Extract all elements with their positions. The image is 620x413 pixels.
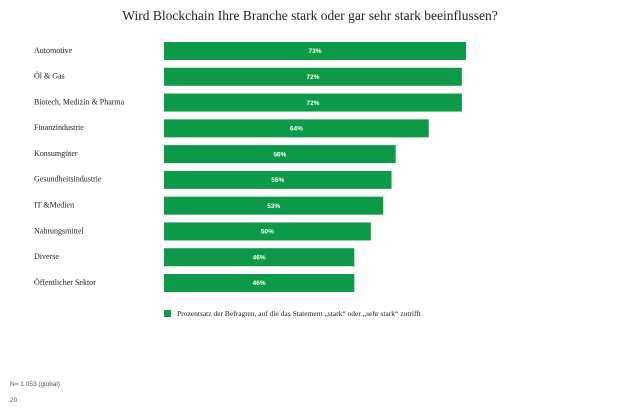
bar-value-label: 64%: [290, 126, 303, 133]
legend-swatch: [164, 310, 171, 317]
bar: [164, 248, 355, 267]
category-label: Öffentlicher Sektor: [34, 278, 96, 287]
bar-value-label: 46%: [253, 254, 266, 261]
category-label: Gesundheitsindustrie: [34, 175, 102, 184]
category-labels: Automotive Öl & Gas Biotech, Medizin & Pha…: [34, 46, 125, 287]
category-label: IT &Medien: [34, 200, 74, 209]
bar: [164, 222, 371, 241]
bar-value-label: 73%: [308, 48, 321, 55]
bar-value-label: 53%: [267, 203, 280, 210]
bar-value-label: 72%: [306, 74, 319, 81]
data-labels: 73% 72% 72% 64% 56% 55% 53% 50% 46% 46%: [253, 48, 322, 287]
chart-title: Wird Blockchain Ihre Branche stark oder …: [122, 8, 498, 23]
page-number: 20: [10, 397, 18, 404]
category-label: Biotech, Medizin & Pharma: [34, 97, 125, 106]
bar-value-label: 46%: [253, 280, 266, 287]
bar: [164, 119, 429, 138]
bar-value-label: 50%: [261, 229, 274, 236]
category-label: Diverse: [34, 252, 59, 261]
bar: [164, 42, 466, 60]
bars: [164, 42, 466, 292]
bar-value-label: 72%: [306, 100, 319, 107]
bar: [164, 93, 462, 112]
category-label: Finanzindustrie: [34, 123, 84, 132]
category-label: Automotive: [34, 46, 73, 55]
bar: [164, 196, 384, 215]
legend: Prozentsatz der Befragten, auf die das S…: [164, 309, 421, 318]
category-label: Konsumgüter: [34, 149, 78, 158]
bar: [164, 274, 355, 292]
category-label: Öl & Gas: [34, 72, 65, 81]
bar: [164, 67, 462, 86]
bar: [164, 170, 392, 189]
category-label: Nahrungsmittel: [34, 226, 85, 235]
bar-value-label: 55%: [271, 177, 284, 184]
bar-value-label: 56%: [273, 151, 286, 158]
legend-label: Prozentsatz der Befragten, auf die das S…: [177, 309, 421, 318]
bar: [164, 145, 396, 164]
sample-size-note: N= 1.053 (global): [10, 381, 61, 388]
